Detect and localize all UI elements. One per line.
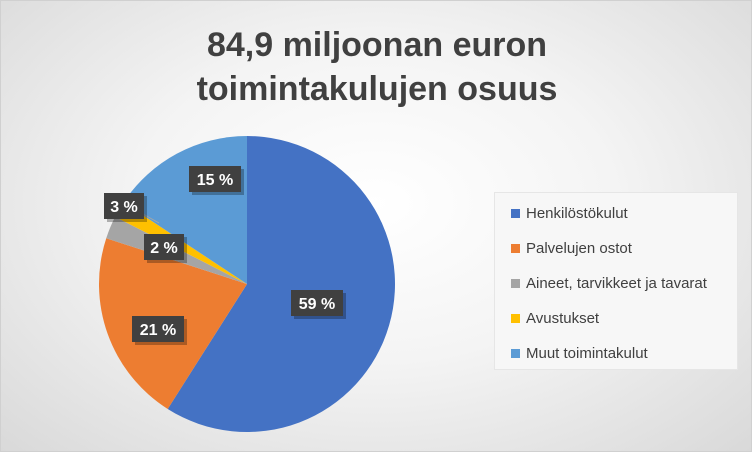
data-label-4: 2 %: [144, 234, 187, 263]
chart-title-line-1: 84,9 miljoonan euron: [206, 26, 548, 64]
svg-text:2 %: 2 %: [150, 240, 178, 257]
data-label-2: 21 %: [132, 316, 187, 345]
svg-text:15 %: 15 %: [197, 172, 233, 189]
label-leader-line: [142, 213, 160, 224]
legend-item-4: Avustukset: [511, 308, 599, 328]
pie-slice-1: [167, 136, 395, 432]
legend-swatch: [511, 348, 520, 358]
chart-title-line-2: toimintakulujen osuus: [196, 70, 558, 108]
chart-title: 84,9 miljoonan euron toimintakulujen osu…: [1, 23, 752, 111]
legend-item-1: Henkilöstökulut: [511, 203, 628, 223]
legend-label: Avustukset: [526, 309, 600, 327]
chart-legend: Henkilöstökulut Palvelujen ostot Aineet, t…: [494, 192, 738, 370]
data-label-5: 15 %: [189, 166, 244, 195]
legend-swatch: [511, 278, 520, 288]
legend-swatch: [511, 208, 520, 218]
legend-item-3: Aineet, tarvikkeet ja tavarat: [511, 273, 707, 293]
svg-text:59 %: 59 %: [299, 296, 335, 313]
legend-swatch: [511, 243, 520, 253]
legend-label: Aineet, tarvikkeet ja tavarat: [526, 274, 707, 292]
legend-label: Palvelujen ostot: [526, 239, 632, 257]
legend-item-5: Muut toimintakulut: [511, 343, 648, 363]
svg-text:3 %: 3 %: [110, 199, 138, 216]
legend-label: Henkilöstökulut: [526, 204, 628, 222]
legend-swatch: [511, 313, 520, 323]
data-label-3: 3 %: [104, 193, 147, 222]
data-label-1: 59 %: [291, 290, 346, 319]
legend-item-2: Palvelujen ostot: [511, 238, 632, 258]
legend-label: Muut toimintakulut: [526, 344, 648, 362]
svg-text:21 %: 21 %: [140, 322, 176, 339]
